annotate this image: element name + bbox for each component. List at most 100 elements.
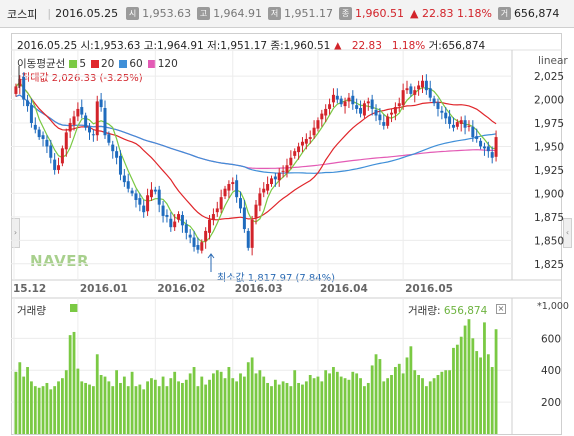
volume-bar	[169, 378, 173, 434]
volume-bar	[459, 336, 463, 434]
volume-icon: 거	[497, 7, 511, 20]
candle-body	[335, 95, 339, 100]
volume-bar	[479, 357, 482, 434]
volume-bar	[262, 376, 266, 434]
candle-body	[397, 103, 401, 107]
candle-body	[242, 207, 246, 230]
volume-bar	[157, 386, 161, 434]
low-price: 저 1,951.17	[268, 7, 333, 20]
close-icon[interactable]: ×	[496, 304, 506, 314]
volume-bar	[254, 373, 258, 434]
volume-bar	[99, 375, 103, 434]
volume-bar	[455, 344, 459, 434]
volume-bar	[22, 376, 26, 434]
candle-body	[266, 184, 270, 191]
ma-60-swatch	[119, 59, 128, 68]
candle-body	[258, 193, 262, 206]
volume-bar	[95, 354, 99, 434]
candle-body	[269, 178, 273, 185]
volume-bar	[227, 367, 231, 434]
candle-body	[490, 152, 494, 158]
ohlc-readout: 2016.05.25 시:1,953.63 고:1,964.91 저:1,951…	[17, 40, 486, 52]
candle-body	[451, 124, 455, 128]
volume-bar	[440, 371, 444, 434]
volume-bar	[421, 378, 424, 434]
ma-60-toggle[interactable]: 60	[119, 58, 143, 70]
volume-bar	[401, 373, 405, 434]
volume-bar	[37, 387, 41, 434]
ma-20-toggle[interactable]: 20	[91, 58, 114, 70]
ma-120-toggle[interactable]: 120	[147, 58, 178, 70]
volume-tick-label: 600	[541, 333, 561, 345]
volume-bar	[351, 371, 355, 434]
volume-bar	[200, 376, 204, 434]
candle-body	[239, 198, 243, 209]
candle-body	[246, 230, 250, 248]
volume-bar	[258, 370, 262, 434]
volume-bar	[417, 375, 421, 434]
volume-bar	[215, 370, 219, 434]
volume-bar	[467, 319, 471, 434]
candle-body	[277, 172, 281, 181]
volume-bar	[273, 379, 277, 434]
volume-bar	[304, 381, 308, 434]
volume-bar	[64, 370, 68, 434]
volume-bar	[242, 376, 246, 434]
candle-body	[444, 112, 448, 119]
volume-bar	[246, 362, 250, 434]
volume-bar	[266, 382, 270, 434]
candle-body	[22, 77, 26, 100]
candle-body	[84, 115, 88, 128]
volume-bar	[14, 371, 18, 434]
candle-body	[467, 125, 471, 127]
volume-bar	[76, 368, 80, 434]
candle-body	[386, 116, 390, 126]
price-tick-label: 1,825	[534, 259, 564, 271]
candle-body	[378, 114, 382, 121]
volume-tick-label: 200	[541, 397, 561, 409]
candle-body	[72, 116, 76, 125]
candle-body	[130, 190, 134, 194]
volume-bar	[231, 378, 235, 434]
scale-mode-label[interactable]: linear	[538, 55, 568, 67]
candle-body	[68, 123, 72, 132]
candle-body	[459, 120, 463, 124]
volume-bar	[285, 382, 289, 434]
candle-body	[320, 113, 324, 120]
volume-bar	[347, 379, 351, 434]
min-value-annotation: 최소값 1,817.97 (7.84%)	[217, 273, 336, 284]
candle-body	[99, 99, 103, 108]
candle-body	[57, 165, 61, 170]
scroll-left-handle[interactable]: ›	[11, 218, 20, 248]
ma-20-line	[15, 81, 497, 221]
candle-body	[80, 107, 84, 115]
candle-body	[382, 122, 386, 126]
candle-body	[204, 230, 208, 242]
volume-bar	[413, 370, 417, 434]
price-tick-label: 1,925	[534, 165, 564, 177]
candle-body	[293, 151, 297, 156]
high-icon: 고	[197, 7, 211, 20]
candle-body	[409, 86, 413, 94]
volume-bar	[45, 382, 49, 434]
candle-body	[165, 214, 169, 217]
volume-unit: *1,000	[537, 301, 569, 312]
volume-bar	[471, 338, 475, 434]
price-tick-label: 1,875	[534, 212, 564, 224]
ma-5-toggle[interactable]: 5	[69, 58, 86, 70]
candle-body	[448, 116, 452, 124]
candle-body	[308, 137, 312, 139]
volume-bar	[41, 386, 45, 434]
volume-bar	[320, 381, 324, 434]
candle-body	[471, 126, 475, 138]
x-tick-label: 2016.01	[80, 283, 128, 295]
volume-bar	[153, 379, 157, 434]
scroll-right-handle[interactable]: ‹	[563, 218, 572, 248]
volume-bar	[107, 381, 111, 434]
volume-readout: 거래량: 656,874	[408, 305, 488, 317]
ma-20-swatch	[91, 59, 99, 68]
volume-bar	[126, 386, 130, 434]
volume-bar	[490, 367, 494, 434]
candle-body	[41, 135, 45, 139]
